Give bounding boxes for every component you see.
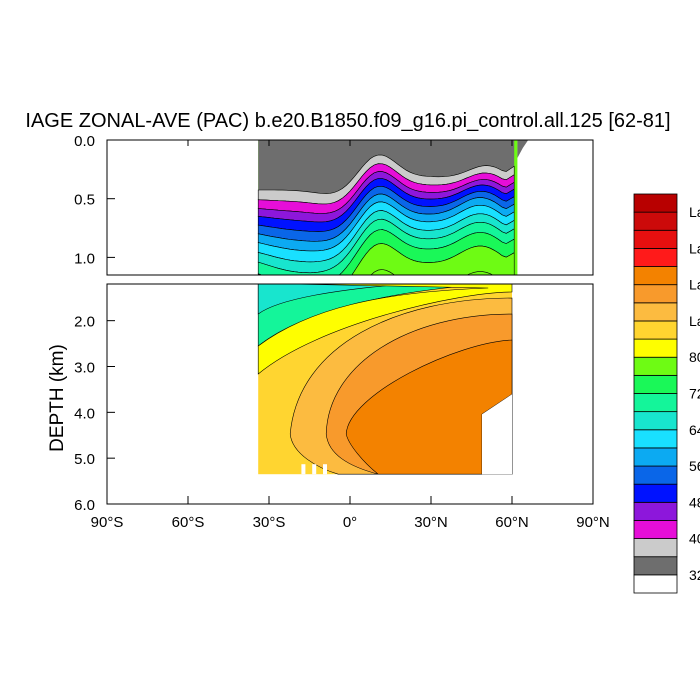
upper-y-tick-label-1: 0.5 <box>74 192 95 209</box>
colorbar-swatch-4 <box>633 501 678 521</box>
colorbar-label-1: 40 <box>689 531 700 547</box>
colorbar-label-10: La <box>689 204 700 220</box>
x-tick-label-3: 0° <box>343 514 357 531</box>
colorbar: 32 40 48 56 64 72 80 La La La La <box>633 193 700 594</box>
colorbar-swatch-0 <box>633 574 678 594</box>
upper-y-ticks: 0.0 0.5 1.0 <box>74 133 115 267</box>
colorbar-swatch-19 <box>633 229 678 249</box>
colorbar-swatch-18 <box>633 248 678 267</box>
x-tick-label-5: 60°N <box>495 514 529 531</box>
colorbar-swatch-3 <box>633 520 678 539</box>
colorbar-swatch-6 <box>633 465 678 485</box>
colorbar-swatch-11 <box>633 374 678 394</box>
colorbar-label-2: 48 <box>689 494 700 510</box>
colorbar-swatch-17 <box>633 266 678 286</box>
lower-seafloor <box>482 394 512 475</box>
x-tick-label-6: 90°N <box>576 514 610 531</box>
colorbar-label-8: La <box>689 277 700 293</box>
lower-gap-mark-1 <box>312 464 317 475</box>
lower-y-tick-label-3: 5.0 <box>74 451 95 468</box>
x-axis-ticks: 90°S 60°S 30°S 0° 30°N 60°N 90°N <box>91 140 610 531</box>
colorbar-swatch-16 <box>633 284 678 304</box>
colorbar-label-3: 56 <box>689 458 700 474</box>
colorbar-swatch-10 <box>633 393 678 413</box>
lower-y-tick-label-1: 3.0 <box>74 360 95 377</box>
lower-band-lightyellow <box>257 284 513 375</box>
upper-depth-panel <box>257 140 529 275</box>
colorbar-swatch-9 <box>633 411 678 431</box>
colorbar-label-0: 32 <box>689 567 700 583</box>
colorbar-swatch-8 <box>633 429 678 449</box>
colorbar-label-7: La <box>689 313 700 329</box>
colorbar-swatch-1 <box>633 556 678 576</box>
colorbar-label-9: La <box>689 240 700 256</box>
y-axis-label: DEPTH (km) <box>47 344 68 452</box>
x-tick-label-0: 90°S <box>91 514 124 531</box>
colorbar-label-5: 72 <box>689 386 700 402</box>
colorbar-label-6: 80 <box>689 349 700 365</box>
lower-y-ticks: 2.0 3.0 4.0 5.0 6.0 <box>74 314 115 514</box>
colorbar-swatch-15 <box>633 302 678 322</box>
colorbar-swatch-12 <box>633 356 678 376</box>
lower-band-orange-deep <box>345 339 513 475</box>
chart-title: IAGE ZONAL-AVE (PAC) b.e20.B1850.f09_g16… <box>25 110 670 132</box>
colorbar-swatch-21 <box>633 193 678 213</box>
upper-band-11 <box>351 243 515 275</box>
colorbar-swatch-2 <box>633 538 678 558</box>
x-tick-label-4: 30°N <box>414 514 448 531</box>
lower-depth-panel <box>257 284 513 475</box>
colorbar-label-4: 64 <box>689 422 700 438</box>
colorbar-swatch-14 <box>633 320 678 340</box>
upper-y-tick-label-0: 0.0 <box>74 133 95 150</box>
lower-gap-mark-2 <box>323 464 327 475</box>
colorbar-swatch-13 <box>633 338 678 358</box>
upper-gray-cap <box>517 140 529 158</box>
colorbar-swatch-5 <box>633 483 678 503</box>
lower-y-tick-label-2: 4.0 <box>74 405 95 422</box>
lower-gap-mark-0 <box>301 464 306 475</box>
x-tick-label-2: 30°S <box>253 514 286 531</box>
upper-band-0 <box>258 140 515 194</box>
colorbar-swatch-7 <box>633 447 678 467</box>
upper-y-tick-label-2: 1.0 <box>74 250 95 267</box>
lower-y-tick-label-0: 2.0 <box>74 314 95 331</box>
x-tick-label-1: 60°S <box>172 514 205 531</box>
lower-y-tick-label-4: 6.0 <box>74 497 95 514</box>
colorbar-swatch-20 <box>633 211 678 231</box>
